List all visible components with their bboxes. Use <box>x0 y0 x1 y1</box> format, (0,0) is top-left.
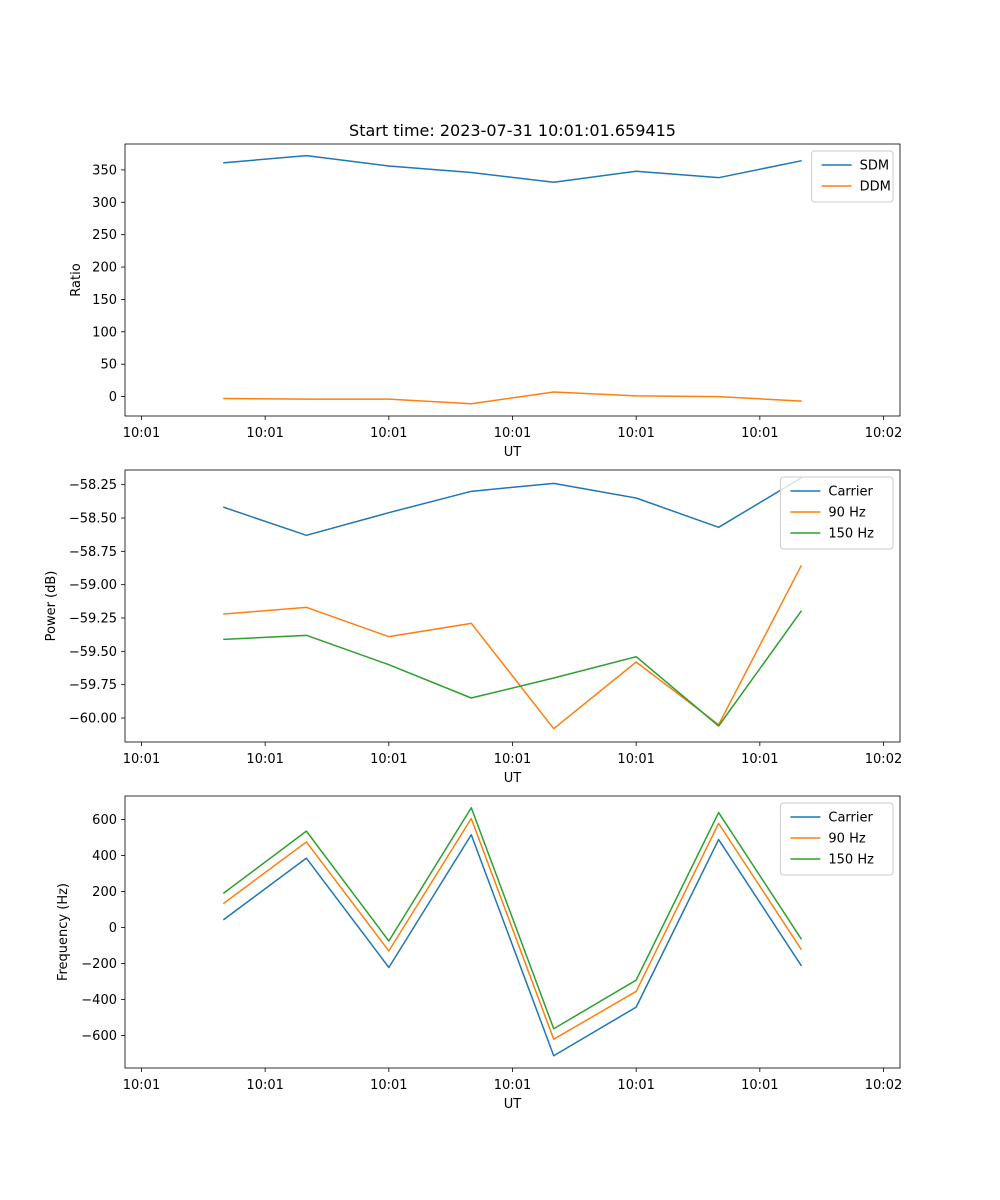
x-tick-label: 10:01 <box>370 1078 407 1093</box>
x-tick-label: 10:02 <box>865 752 902 767</box>
x-tick-label: 10:02 <box>865 1078 902 1093</box>
panel-3: 10:01 10:01 10:01 10:01 10:01 10:01 10:02 −600 −… <box>56 795 902 1112</box>
y-tick-label: −59.50 <box>69 645 117 660</box>
legend-label: Carrier <box>828 485 873 500</box>
legend-label: SDM <box>860 159 889 174</box>
x-tick-label: 10:01 <box>741 426 778 441</box>
panels: 10:01 10:01 10:01 10:01 10:01 10:01 10:02 0 50 10… <box>44 143 902 1112</box>
legend: SDM DDM <box>811 150 894 203</box>
series-line-carrier <box>222 833 803 1057</box>
panel-1: 10:01 10:01 10:01 10:01 10:01 10:01 10:02 0 50 10… <box>69 143 902 460</box>
y-tick-label: −59.00 <box>69 578 117 593</box>
y-tick-label: 0 <box>109 921 117 936</box>
series-line-150-hz <box>222 806 803 1030</box>
legend-label: 90 Hz <box>828 506 865 521</box>
y-tick-label: 600 <box>92 813 117 828</box>
y-tick-label: −600 <box>81 1029 117 1044</box>
y-tick-label: 250 <box>92 228 117 243</box>
legend-box <box>811 150 894 203</box>
y-tick-label: −200 <box>81 957 117 972</box>
x-tick-label: 10:01 <box>494 426 531 441</box>
series-line-sdm <box>223 154 802 183</box>
x-tick-label: 10:01 <box>617 752 654 767</box>
x-tick-label: 10:01 <box>494 752 531 767</box>
series-line-150-hz <box>223 610 803 727</box>
y-axis-label: Frequency (Hz) <box>56 883 71 981</box>
x-tick-label: 10:01 <box>123 752 160 767</box>
x-tick-label: 10:01 <box>741 752 778 767</box>
series-line-90-hz <box>222 817 803 1040</box>
y-tick-label: 50 <box>100 358 117 373</box>
y-tick-label: −58.25 <box>69 478 117 493</box>
x-tick-label: 10:01 <box>741 1078 778 1093</box>
y-tick-label: −59.75 <box>69 678 117 693</box>
y-tick-label: −59.25 <box>69 612 117 627</box>
y-tick-label: −60.00 <box>69 712 117 727</box>
y-tick-label: 350 <box>92 163 117 178</box>
x-tick-label: 10:01 <box>494 1078 531 1093</box>
y-tick-label: 400 <box>92 849 117 864</box>
x-tick-label: 10:01 <box>246 752 283 767</box>
legend-label: DDM <box>860 180 891 195</box>
legend-label: 150 Hz <box>828 527 874 542</box>
y-tick-label: −58.75 <box>69 545 117 560</box>
x-tick-label: 10:01 <box>123 1078 160 1093</box>
x-tick-label: 10:01 <box>246 426 283 441</box>
x-tick-label: 10:01 <box>617 1078 654 1093</box>
figure-title: Start time: 2023-07-31 10:01:01.659415 <box>349 121 676 140</box>
y-tick-label: 100 <box>92 325 117 340</box>
y-tick-label: −58.50 <box>69 512 117 527</box>
y-tick-label: 200 <box>92 261 117 276</box>
x-axis-label: UT <box>504 771 522 786</box>
x-axis-label: UT <box>504 445 522 460</box>
y-tick-label: 150 <box>92 293 117 308</box>
legend: Carrier 90 Hz 150 Hz <box>779 476 894 550</box>
panel-2: 10:01 10:01 10:01 10:01 10:01 10:01 10:02 −60.0… <box>44 469 902 786</box>
legend: Carrier 90 Hz 150 Hz <box>779 802 894 876</box>
x-axis-label: UT <box>504 1097 522 1112</box>
x-tick-label: 10:01 <box>617 426 654 441</box>
y-tick-label: 300 <box>92 196 117 211</box>
legend-label: Carrier <box>828 811 873 826</box>
x-tick-label: 10:01 <box>370 426 407 441</box>
y-tick-label: 0 <box>109 390 117 405</box>
legend-label: 90 Hz <box>828 832 865 847</box>
x-tick-label: 10:02 <box>865 426 902 441</box>
y-tick-label: −400 <box>81 993 117 1008</box>
legend-box <box>779 802 894 876</box>
series-line-carrier <box>222 476 803 537</box>
y-tick-label: 200 <box>92 885 117 900</box>
x-tick-label: 10:01 <box>123 426 160 441</box>
y-axis-label: Ratio <box>69 263 84 296</box>
y-axis-label: Power (dB) <box>44 571 59 642</box>
legend-label: 150 Hz <box>828 853 874 868</box>
series-line-ddm <box>223 391 802 405</box>
x-tick-label: 10:01 <box>246 1078 283 1093</box>
legend-box <box>779 476 894 550</box>
x-tick-label: 10:01 <box>370 752 407 767</box>
